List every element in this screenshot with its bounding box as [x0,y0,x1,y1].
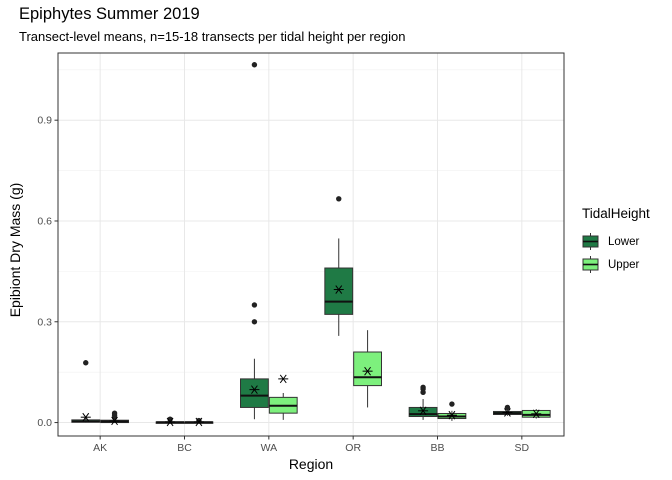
mean-marker [446,410,457,420]
mean-marker [333,285,344,294]
mean-marker [502,408,513,417]
outlier-point [504,404,511,411]
mean-marker-stroke [504,408,511,417]
y-tick-label: 0.6 [37,215,52,227]
legend-key-upper [582,256,599,273]
legend: TidalHeight Lower Upper [582,206,650,276]
chart-subtitle: Transect-level means, n=15-18 transects … [19,29,406,44]
y-tick-label: 0.3 [37,316,52,328]
mean-marker [531,409,542,419]
outlier-point [420,384,426,390]
box [353,351,382,387]
outlier-point [83,360,89,366]
panel-border [57,52,565,437]
outlier-point [111,410,118,416]
legend-title: TidalHeight [582,206,650,221]
legend-label-upper: Upper [608,258,640,271]
mean-marker-stroke [419,406,427,416]
mean-marker-stroke [166,417,174,427]
y-tick-label: 0.9 [37,115,52,127]
mean-marker-stroke [448,410,456,420]
mean-marker-stroke [195,417,203,427]
legend-swatch-upper [582,256,599,273]
mean-marker-stroke [279,374,287,384]
legend-key-lower [582,233,599,250]
x-tick-label: OR [345,442,361,454]
mean-marker-stroke [251,385,258,394]
x-axis-label: Region [288,456,334,472]
y-tick-label: 0.0 [37,417,52,429]
mean-marker [249,385,260,394]
legend-item-upper: Upper [582,253,650,276]
legend-item-lower: Lower [582,230,650,253]
legend-label-lower: Lower [608,235,640,248]
x-tick-label: WA [261,442,278,454]
mean-marker [278,374,289,384]
x-tick-label: AK [93,442,107,454]
y-axis-label: Epibiont Dry Mass (g) [7,182,23,318]
legend-swatch-lower [582,233,599,250]
mean-marker-stroke [532,409,540,419]
mean-marker-stroke [82,412,90,422]
mean-marker [362,366,373,376]
mean-marker [109,416,120,426]
x-tick-label: BB [430,442,444,454]
x-tick-label: BC [177,442,192,454]
outlier-point [251,62,258,68]
box [324,267,354,315]
box [408,406,438,418]
box [240,378,269,408]
mean-marker-stroke [111,416,118,426]
mean-marker-stroke [364,366,371,376]
mean-marker-stroke [335,285,343,294]
outlier-point [449,401,455,407]
mean-marker [193,417,204,427]
outlier-point [336,196,342,202]
outlier-point [251,319,258,325]
mean-marker [418,406,429,416]
x-tick-label: SD [515,442,530,454]
mean-marker [80,412,91,422]
plot-panel [58,53,564,436]
chart-title: Epiphytes Summer 2019 [19,5,200,23]
outlier-point [251,302,258,308]
mean-marker [165,417,176,427]
